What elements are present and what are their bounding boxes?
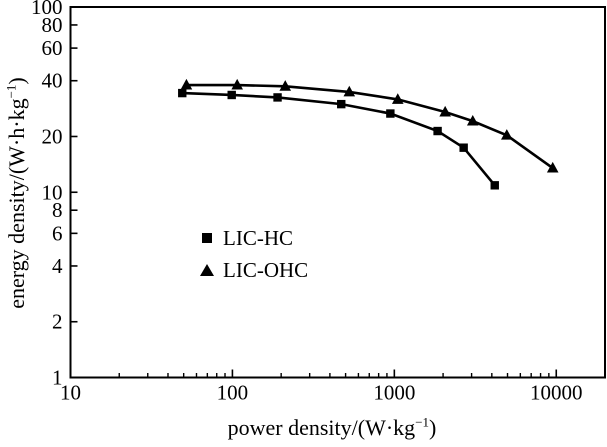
x-axis-title: power density/(W·kg−1) xyxy=(132,415,532,441)
svg-text:10: 10 xyxy=(60,381,81,405)
svg-text:4: 4 xyxy=(52,254,63,278)
svg-text:40: 40 xyxy=(42,69,63,93)
svg-text:2: 2 xyxy=(52,310,63,334)
svg-text:100: 100 xyxy=(217,381,249,405)
square-marker-icon xyxy=(200,233,214,243)
svg-text:6: 6 xyxy=(52,221,63,245)
svg-text:1000: 1000 xyxy=(373,381,415,405)
legend-item-lic-ohc: LIC-OHC xyxy=(200,254,308,286)
svg-text:80: 80 xyxy=(42,13,63,37)
triangle-marker-icon xyxy=(200,264,214,276)
svg-text:60: 60 xyxy=(42,36,63,60)
y-axis-title-superscript: −1 xyxy=(3,84,19,99)
svg-text:8: 8 xyxy=(52,198,63,222)
y-axis-title-close: ) xyxy=(4,77,29,85)
y-axis-title: energy density/(W·h·kg−1) xyxy=(4,2,30,384)
legend: LIC-HC LIC-OHC xyxy=(200,222,308,286)
legend-label-lic-ohc: LIC-OHC xyxy=(223,257,309,282)
svg-text:10: 10 xyxy=(42,180,63,204)
svg-text:10000: 10000 xyxy=(530,381,583,405)
svg-text:100: 100 xyxy=(31,0,63,19)
svg-text:1: 1 xyxy=(52,366,63,390)
x-axis-title-text: power density/(W·kg xyxy=(227,415,416,440)
x-axis-title-close: ) xyxy=(429,415,437,440)
legend-item-lic-hc: LIC-HC xyxy=(200,222,308,254)
x-axis-title-superscript: −1 xyxy=(415,414,430,430)
svg-text:20: 20 xyxy=(42,124,63,148)
y-axis-title-text: energy density/(W·h·kg xyxy=(4,98,29,309)
legend-label-lic-hc: LIC-HC xyxy=(223,225,293,250)
